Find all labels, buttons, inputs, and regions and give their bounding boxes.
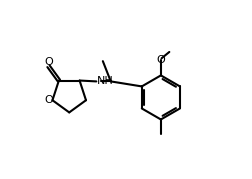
- Text: O: O: [44, 95, 53, 105]
- Text: NH: NH: [97, 76, 113, 86]
- Text: O: O: [155, 55, 164, 65]
- Text: O: O: [44, 57, 53, 67]
